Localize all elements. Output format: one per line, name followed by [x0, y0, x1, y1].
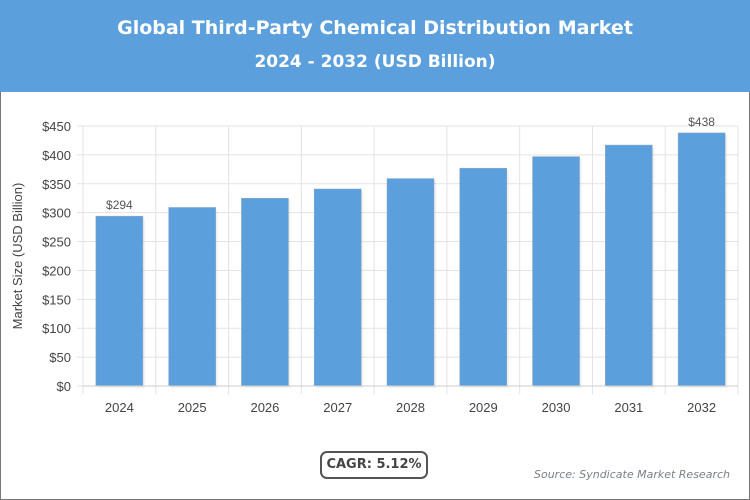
x-tick-label: 2025 — [178, 400, 207, 415]
chart-title: Global Third-Party Chemical Distribution… — [117, 17, 633, 39]
x-tick-label: 2024 — [105, 400, 134, 415]
x-tick-label: 2028 — [396, 400, 425, 415]
chart-subtitle: 2024 - 2032 (USD Billion) — [254, 52, 496, 72]
y-tick-label: $200 — [42, 263, 71, 278]
y-tick-label: $400 — [42, 148, 71, 163]
bar-2027 — [313, 188, 362, 387]
bar-2032 — [677, 132, 726, 387]
bar-2028 — [386, 178, 435, 387]
data-label: $294 — [106, 198, 133, 212]
bar-2025 — [168, 207, 216, 387]
bar-2026 — [241, 197, 289, 387]
cagr-badge: CAGR: 5.12% — [320, 451, 428, 479]
source-note: Source: Syndicate Market Research — [534, 468, 730, 481]
y-axis-label: Market Size (USD Billion) — [10, 183, 25, 330]
bar-2024 — [95, 215, 144, 387]
x-tick-label: 2027 — [323, 400, 352, 415]
y-tick-label: $450 — [42, 119, 71, 134]
x-tick-label: 2031 — [614, 400, 643, 415]
chart-header: Global Third-Party Chemical Distribution… — [0, 0, 750, 92]
x-tick-label: 2032 — [687, 400, 716, 415]
y-tick-label: $250 — [42, 235, 71, 250]
y-tick-label: $0 — [57, 379, 71, 394]
y-tick-label: $350 — [42, 177, 71, 192]
y-tick-label: $100 — [42, 321, 71, 336]
x-tick-label: 2026 — [250, 400, 279, 415]
y-tick-label: $150 — [42, 292, 71, 307]
bar-2031 — [605, 144, 653, 387]
y-tick-label: $50 — [49, 350, 71, 365]
y-tick-label: $300 — [42, 206, 71, 221]
x-tick-label: 2030 — [542, 400, 571, 415]
bar-2029 — [459, 167, 508, 387]
x-tick-label: 2029 — [469, 400, 498, 415]
data-label: $438 — [688, 115, 715, 129]
bar-2030 — [532, 156, 580, 387]
